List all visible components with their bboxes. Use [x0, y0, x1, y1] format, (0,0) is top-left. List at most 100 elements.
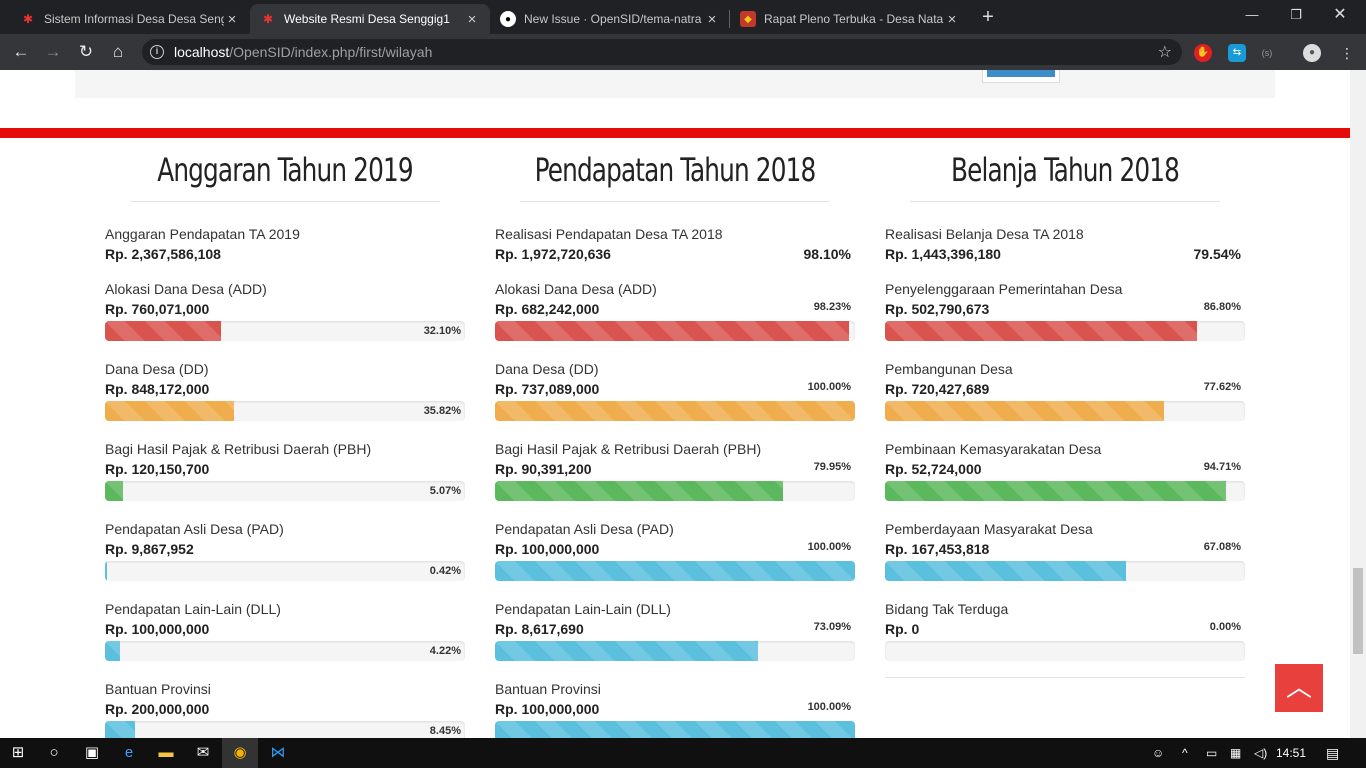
adblock-extension-icon[interactable]: ✋: [1194, 44, 1212, 62]
item-amount: Rp. 9,867,952: [105, 541, 194, 557]
item-label: Bagi Hasil Pajak & Retribusi Daerah (PBH…: [495, 441, 762, 457]
browser-tab-4[interactable]: ◆ Rapat Pleno Terbuka - Desa Nata ×: [730, 4, 970, 34]
summary-label: Realisasi Belanja Desa TA 2018: [885, 226, 1084, 242]
summary-percent: 79.54%: [1193, 246, 1241, 262]
restore-icon[interactable]: ❐: [1290, 7, 1302, 22]
budget-item: Pendapatan Lain-Lain (DLL) Rp. 8,617,690 7…: [495, 597, 855, 677]
bookmark-star-icon[interactable]: ☆: [1157, 44, 1172, 61]
windows-start-icon[interactable]: ⊞: [11, 744, 25, 761]
extension-icon[interactable]: ⇆: [1228, 44, 1246, 62]
progress-fill: [495, 401, 855, 421]
item-percent: 4.22%: [429, 645, 461, 657]
budget-item: Dana Desa (DD) Rp. 848,172,000 35.82%: [105, 357, 465, 437]
tab-title: Sistem Informasi Desa Desa Seng: [44, 12, 224, 26]
extension-icon[interactable]: (s): [1261, 48, 1273, 58]
new-tab-button[interactable]: +: [982, 6, 994, 28]
notification-icon[interactable]: ▤: [1326, 745, 1340, 761]
page-scrollbar[interactable]: [1350, 70, 1366, 738]
item-amount: Rp. 100,000,000: [105, 621, 210, 637]
column-title: Pendapatan Tahun 2018: [520, 148, 830, 202]
menu-kebab-icon[interactable]: ⋮: [1340, 45, 1354, 61]
browser-tab-1[interactable]: ✱ Sistem Informasi Desa Desa Seng ×: [10, 4, 250, 34]
close-tab-icon[interactable]: ×: [227, 10, 237, 28]
header-strip: [75, 70, 1275, 98]
item-label: Pembangunan Desa: [885, 361, 1013, 377]
browser-tab-3[interactable]: ● New Issue · OpenSID/tema-natra ×: [490, 4, 730, 34]
opensid-logo-icon: ✱: [262, 12, 274, 26]
browser-tab-strip: ✱ Sistem Informasi Desa Desa Seng × ✱ We…: [0, 0, 1366, 34]
chrome-icon[interactable]: ◉: [222, 738, 258, 768]
github-icon: ●: [500, 11, 516, 27]
close-window-icon[interactable]: ✕: [1333, 6, 1347, 23]
item-percent: 86.80%: [1203, 301, 1241, 313]
progress-fill: [105, 721, 136, 738]
tray-chevron-icon[interactable]: ^: [1182, 746, 1188, 760]
summary-label: Anggaran Pendapatan TA 2019: [105, 226, 300, 242]
budget-item: Pendapatan Asli Desa (PAD) Rp. 100,000,00…: [495, 517, 855, 597]
item-amount: Rp. 52,724,000: [885, 461, 982, 477]
item-amount: Rp. 760,071,000: [105, 301, 210, 317]
battery-icon[interactable]: ▭: [1206, 746, 1218, 760]
budget-item: Bantuan Provinsi Rp. 200,000,000 8.45%: [105, 677, 465, 738]
browser-tab-2[interactable]: ✱ Website Resmi Desa Senggig1 ×: [250, 4, 490, 34]
item-percent: 79.95%: [813, 461, 851, 473]
item-amount: Rp. 8,617,690: [495, 621, 584, 637]
item-percent: 67.08%: [1203, 541, 1241, 553]
address-bar[interactable]: i localhost /OpenSID/index.php/first/wil…: [142, 39, 1182, 65]
close-tab-icon[interactable]: ×: [947, 10, 957, 28]
network-icon[interactable]: ▦: [1230, 746, 1242, 760]
minimize-icon[interactable]: —: [1245, 7, 1259, 22]
progress-bar: [495, 721, 855, 738]
progress-bar: [495, 561, 855, 581]
profile-avatar[interactable]: ●: [1303, 44, 1321, 62]
reload-icon[interactable]: ↻: [78, 42, 94, 61]
search-circle-icon[interactable]: ○: [49, 744, 59, 761]
opensid-logo-icon: ✱: [22, 12, 34, 26]
store-icon[interactable]: ▣: [84, 744, 100, 761]
tab-title: New Issue · OpenSID/tema-natra: [524, 12, 702, 26]
item-label: Pendapatan Lain-Lain (DLL): [105, 601, 281, 617]
forward-arrow-icon[interactable]: →: [44, 42, 62, 61]
progress-fill: [105, 401, 234, 421]
progress-fill: [105, 321, 221, 341]
back-arrow-icon[interactable]: ←: [12, 42, 30, 61]
home-icon[interactable]: ⌂: [112, 42, 124, 61]
summary-percent: 98.10%: [803, 246, 851, 262]
item-amount: Rp. 200,000,000: [105, 701, 210, 717]
item-label: Pembinaan Kemasyarakatan Desa: [885, 441, 1102, 457]
edge-icon[interactable]: e: [124, 744, 134, 761]
divider: [885, 677, 1245, 678]
mail-icon[interactable]: ✉: [196, 744, 210, 761]
close-tab-icon[interactable]: ×: [467, 10, 477, 28]
desa-seal-icon: ◆: [740, 11, 756, 27]
scrollbar-thumb[interactable]: [1353, 568, 1363, 654]
back-to-top-button[interactable]: ︿: [1275, 664, 1323, 712]
item-amount: Rp. 848,172,000: [105, 381, 210, 397]
info-icon[interactable]: i: [150, 45, 164, 59]
item-amount: Rp. 737,089,000: [495, 381, 600, 397]
close-tab-icon[interactable]: ×: [707, 10, 717, 28]
budget-item: Bagi Hasil Pajak & Retribusi Daerah (PBH…: [495, 437, 855, 517]
file-explorer-icon[interactable]: ▬: [158, 744, 174, 761]
anggaran-column: Anggaran Tahun 2019 Anggaran Pendapatan …: [105, 148, 465, 738]
summary-label: Realisasi Pendapatan Desa TA 2018: [495, 226, 723, 242]
item-percent: 32.10%: [423, 325, 461, 337]
progress-bar: [885, 401, 1245, 421]
item-percent: 100.00%: [807, 701, 851, 713]
item-percent: 77.62%: [1203, 381, 1241, 393]
taskbar-clock[interactable]: 14:51: [1276, 746, 1307, 760]
progress-bar: 32.10%: [105, 321, 465, 341]
pendapatan-column: Pendapatan Tahun 2018 Realisasi Pendapat…: [495, 148, 855, 738]
item-label: Bantuan Provinsi: [495, 681, 601, 697]
item-list: Alokasi Dana Desa (ADD) Rp. 682,242,000 98…: [495, 277, 855, 738]
budget-item: Pendapatan Asli Desa (PAD) Rp. 9,867,952 0…: [105, 517, 465, 597]
progress-bar: [495, 321, 855, 341]
people-icon[interactable]: ☺: [1152, 746, 1165, 760]
vscode-icon[interactable]: ⋈: [270, 744, 286, 761]
budget-item: Penyelenggaraan Pemerintahan Desa Rp. 502…: [885, 277, 1245, 357]
progress-bar: 8.45%: [105, 721, 465, 738]
summary-amount: Rp. 1,443,396,180: [885, 246, 1001, 262]
url-host: localhost: [174, 44, 230, 60]
volume-icon[interactable]: ◁): [1254, 746, 1268, 760]
item-label: Pendapatan Asli Desa (PAD): [495, 521, 674, 537]
